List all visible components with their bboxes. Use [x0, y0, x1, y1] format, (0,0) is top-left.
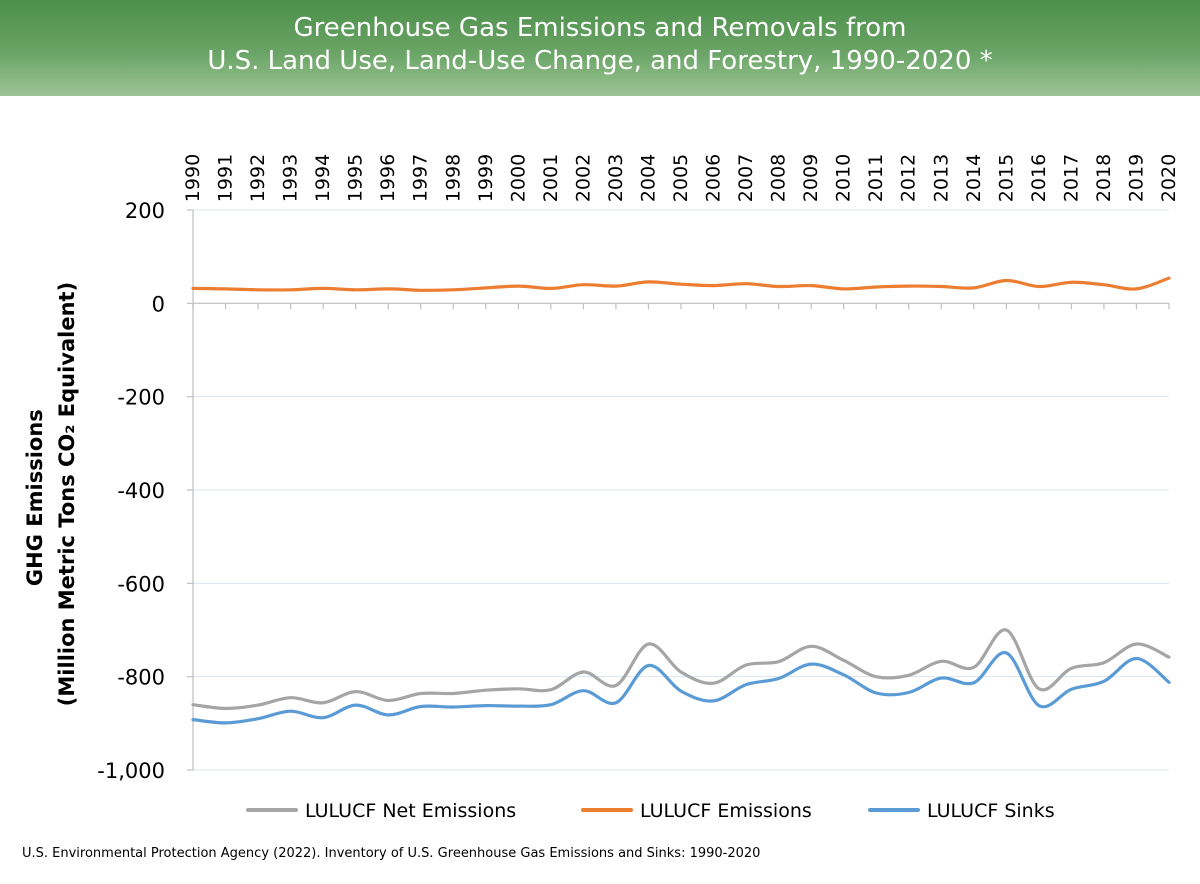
y-tick-labels: 200 0 -200 -400 -600 -800 -1,000	[97, 199, 165, 783]
x-tick-label: 1998	[442, 154, 464, 202]
x-tick-label: 2012	[898, 154, 920, 202]
x-tick-label: 2015	[995, 154, 1017, 202]
x-tick-label: 1994	[312, 154, 334, 202]
chart-title-line-2: U.S. Land Use, Land-Use Change, and Fore…	[207, 46, 993, 76]
x-tick-label: 1997	[410, 154, 432, 202]
legend: LULUCF Net Emissions LULUCF Emissions LULU…	[246, 800, 1055, 822]
x-tick-label: 1999	[475, 154, 497, 202]
chart-title-line-1: Greenhouse Gas Emissions and Removals fr…	[293, 13, 907, 43]
x-tick-label: 2018	[1093, 154, 1115, 202]
x-tick-label: 2011	[865, 154, 887, 202]
y-axis-title-line-2: (Million Metric Tons CO₂ Equivalent)	[55, 282, 79, 706]
x-tick-label: 2000	[507, 154, 529, 202]
x-tick-label: 2016	[1028, 154, 1050, 202]
y-axis-title: GHG Emissions (Million Metric Tons CO₂ E…	[23, 282, 79, 706]
series-line-lulucf-sinks	[191, 651, 1171, 725]
x-tick-label: 2005	[670, 154, 692, 202]
x-tick-labels: 1990 1991 1992 1993 1994 1995 1996 1997 1998 1999…	[182, 154, 1180, 202]
x-tick-label: 2004	[637, 154, 659, 202]
series-line-lulucf-emissions	[191, 276, 1171, 292]
x-tick-label: 2008	[768, 154, 790, 202]
x-tick-label: 2017	[1060, 154, 1082, 202]
y-tick-label: -400	[117, 479, 165, 503]
x-tick-label: 1990	[182, 154, 204, 202]
series-lines	[191, 276, 1171, 725]
x-tick-label: 2013	[930, 154, 952, 202]
x-tick-label: 1991	[215, 154, 237, 202]
line-chart: 1990 1991 1992 1993 1994 1995 1996 1997 1998 1999…	[23, 154, 1180, 822]
y-tick-label: -1,000	[97, 759, 165, 783]
x-tick-label: 1993	[280, 154, 302, 202]
gridlines	[193, 209, 1169, 771]
legend-label: LULUCF Sinks	[927, 800, 1055, 822]
x-tick-label: 2020	[1158, 154, 1180, 202]
x-tick-label: 1995	[345, 154, 367, 202]
x-tick-label: 2014	[963, 154, 985, 202]
x-tick-label: 2003	[605, 154, 627, 202]
x-tick-label: 2007	[735, 154, 757, 202]
axes	[187, 209, 1170, 771]
x-tick-label: 2002	[572, 154, 594, 202]
x-tick-label: 2006	[703, 154, 725, 202]
x-tick-label: 2009	[800, 154, 822, 202]
y-tick-label: -600	[117, 572, 165, 596]
series-line-lulucf-net-emissions	[191, 628, 1171, 711]
y-axis-title-line-1: GHG Emissions	[23, 409, 47, 586]
source-citation: U.S. Environmental Protection Agency (20…	[22, 846, 761, 861]
x-tick-label: 2010	[833, 154, 855, 202]
legend-label: LULUCF Emissions	[640, 800, 812, 822]
y-tick-label: 200	[125, 199, 165, 223]
y-tick-label: -800	[117, 666, 165, 690]
x-tick-label: 1992	[247, 154, 269, 202]
title-banner: Greenhouse Gas Emissions and Removals fr…	[0, 0, 1200, 96]
x-tick-label: 1996	[377, 154, 399, 202]
y-tick-label: -200	[117, 386, 165, 410]
x-tick-label: 2001	[540, 154, 562, 202]
x-tick-label: 2019	[1125, 154, 1147, 202]
y-tick-label: 0	[152, 292, 165, 316]
legend-label: LULUCF Net Emissions	[305, 800, 516, 822]
